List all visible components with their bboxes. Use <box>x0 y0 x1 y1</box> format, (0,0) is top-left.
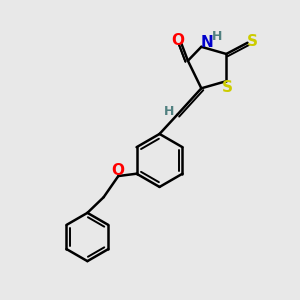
Text: S: S <box>222 80 233 95</box>
Text: S: S <box>247 34 258 49</box>
Text: O: O <box>171 33 184 48</box>
Text: H: H <box>164 105 174 118</box>
Text: N: N <box>201 35 214 50</box>
Text: H: H <box>212 30 222 43</box>
Text: O: O <box>111 163 124 178</box>
